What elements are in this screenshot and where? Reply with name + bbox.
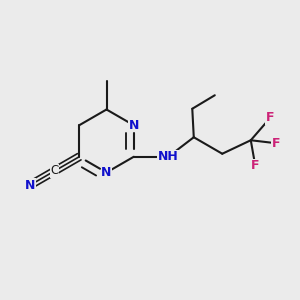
Text: N: N [129, 119, 139, 132]
Text: N: N [25, 179, 35, 192]
Text: F: F [272, 137, 281, 150]
Text: N: N [101, 166, 112, 179]
Text: F: F [251, 159, 260, 172]
Text: NH: NH [158, 150, 179, 163]
Text: C: C [50, 164, 59, 178]
Text: F: F [266, 111, 275, 124]
